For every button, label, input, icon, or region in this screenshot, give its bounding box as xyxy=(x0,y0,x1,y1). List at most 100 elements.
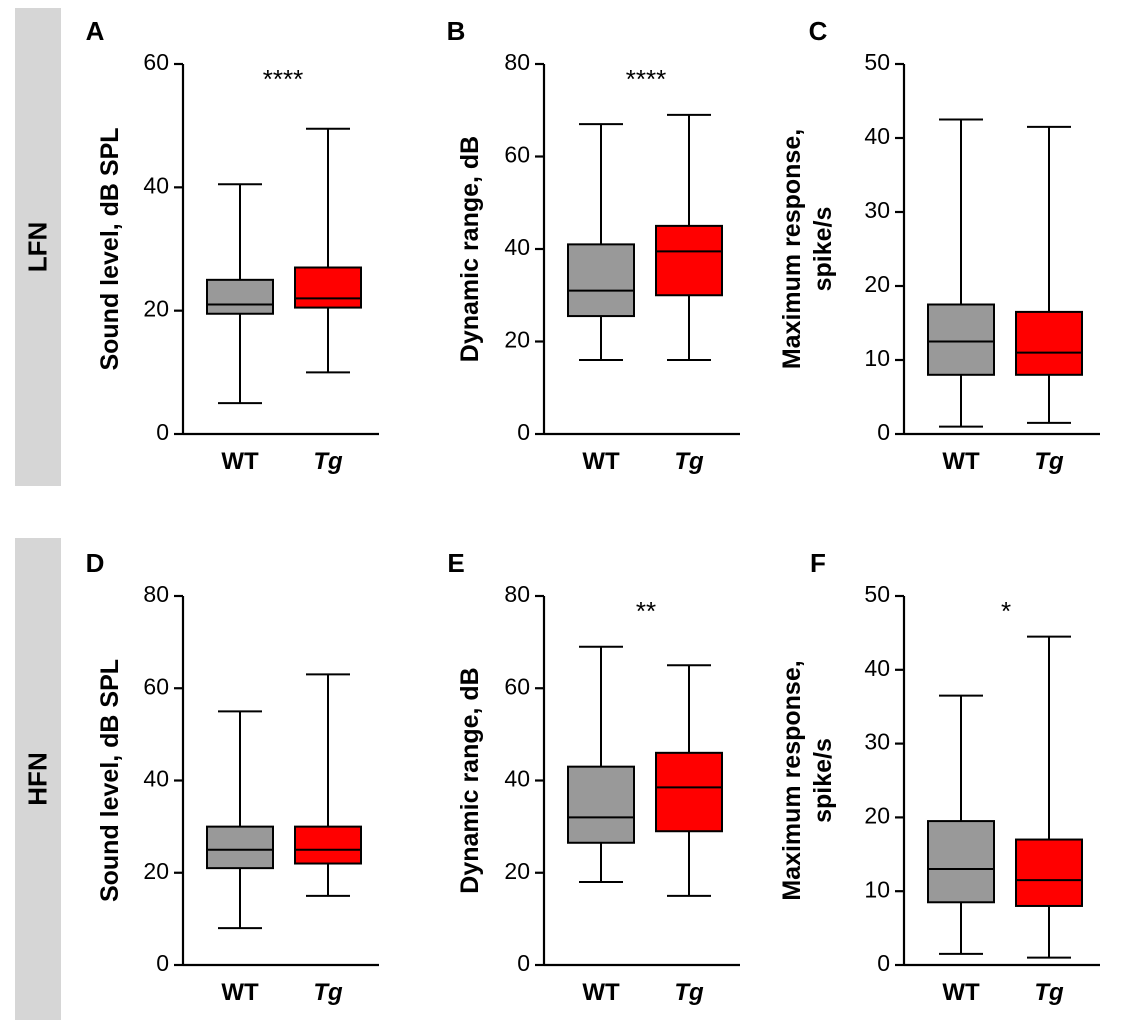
y-axis-title: Maximum response, spike/s xyxy=(778,129,837,369)
y-tick-label: 60 xyxy=(143,673,169,699)
panel-D: D 0 20 40 60 80 Sound level, dB SPL WT Tg xyxy=(86,548,379,1006)
significance-label: **** xyxy=(263,64,303,94)
x-tick-label-wt: WT xyxy=(582,448,620,475)
y-tick-label: 20 xyxy=(864,271,890,297)
y-tick-label: 40 xyxy=(143,172,169,198)
y-tick-label: 0 xyxy=(877,419,890,445)
y-tick-label: 0 xyxy=(517,419,530,445)
y-tick-label: 50 xyxy=(864,49,890,75)
x-tick-label-wt: WT xyxy=(221,979,259,1006)
y-tick-label: 0 xyxy=(156,419,169,445)
x-tick-label-tg: Tg xyxy=(1034,448,1064,475)
panel-label: D xyxy=(86,548,105,578)
panel-C: C 0 10 20 30 40 50 Maximum response, spike/s WT Tg xyxy=(778,16,1100,475)
y-axis-title: Dynamic range, dB xyxy=(456,667,484,893)
y-tick-label: 30 xyxy=(864,729,890,755)
box-iqr xyxy=(567,765,635,844)
y-tick-label: 40 xyxy=(143,766,169,792)
box-wt xyxy=(206,710,274,930)
box-iqr xyxy=(927,820,995,904)
y-tick-label: 10 xyxy=(864,345,890,371)
box-tg xyxy=(655,113,723,361)
y-tick-label: 20 xyxy=(864,802,890,828)
y-axis-title-line: Maximum response, xyxy=(778,660,806,900)
y-tick-label: 40 xyxy=(504,766,530,792)
box-iqr xyxy=(1015,310,1083,376)
y-tick-label: 10 xyxy=(864,876,890,902)
box-tg xyxy=(294,127,362,374)
box-wt xyxy=(927,694,995,955)
y-axis-title-line: spike/s xyxy=(809,207,837,292)
y-tick-label: 80 xyxy=(504,49,530,75)
box-iqr xyxy=(927,303,995,376)
panel-label: A xyxy=(86,16,105,46)
x-tick-label-wt: WT xyxy=(942,448,980,475)
y-tick-label: 0 xyxy=(877,950,890,976)
y-tick-label: 0 xyxy=(156,950,169,976)
y-tick-label: 40 xyxy=(504,234,530,260)
x-tick-label-tg: Tg xyxy=(674,979,704,1006)
box-wt xyxy=(206,183,274,405)
y-tick-label: 60 xyxy=(143,49,169,75)
y-tick-label: 40 xyxy=(864,655,890,681)
box-tg xyxy=(1015,635,1083,959)
y-tick-label: 80 xyxy=(504,581,530,607)
box-tg xyxy=(1015,125,1083,424)
box-iqr xyxy=(294,825,362,865)
y-tick-label: 80 xyxy=(143,581,169,607)
box-wt xyxy=(567,123,635,361)
box-wt xyxy=(927,118,995,428)
box-iqr xyxy=(294,266,362,309)
y-tick-label: 20 xyxy=(143,296,169,322)
box-iqr xyxy=(655,224,723,297)
row-band-hfn: HFN xyxy=(15,538,61,1020)
box-iqr xyxy=(206,825,274,870)
y-axis-title: Sound level, dB SPL xyxy=(96,127,124,370)
y-axis-title-line: spike/s xyxy=(809,738,837,823)
panel-A: A 0 20 40 60 Sound level, dB SPL WT Tg **** xyxy=(86,16,379,475)
x-tick-label-wt: WT xyxy=(582,979,620,1006)
panel-F: F 0 10 20 30 40 50 Maximum response, spike/s WT Tg… xyxy=(778,548,1100,1006)
x-tick-label-tg: Tg xyxy=(1034,979,1064,1006)
box-wt xyxy=(567,645,635,883)
x-tick-label-wt: WT xyxy=(942,979,980,1006)
y-tick-label: 0 xyxy=(517,950,530,976)
x-tick-label-tg: Tg xyxy=(313,448,343,475)
y-axis-title-line: Sound level, dB SPL xyxy=(96,659,124,902)
x-tick-label-tg: Tg xyxy=(313,979,343,1006)
y-axis-title: Sound level, dB SPL xyxy=(96,659,124,902)
box-iqr xyxy=(206,278,274,315)
panel-label: E xyxy=(447,548,464,578)
y-tick-label: 60 xyxy=(504,673,530,699)
y-tick-label: 40 xyxy=(864,123,890,149)
y-axis-title-line: Sound level, dB SPL xyxy=(96,127,124,370)
y-tick-label: 20 xyxy=(143,858,169,884)
box-tg xyxy=(655,664,723,897)
box-iqr xyxy=(1015,838,1083,907)
panel-E: E 0 20 40 60 80 Dynamic range, dB WT Tg ** xyxy=(447,548,740,1006)
significance-label: * xyxy=(1001,596,1011,626)
y-tick-label: 20 xyxy=(504,858,530,884)
y-tick-label: 50 xyxy=(864,581,890,607)
box-iqr xyxy=(567,243,635,318)
y-axis-title-line: Maximum response, xyxy=(778,129,806,369)
panel-B: B 0 20 40 60 80 Dynamic range, dB WT Tg **** xyxy=(447,16,740,475)
panel-label: F xyxy=(810,548,826,578)
panel-label: C xyxy=(809,16,828,46)
y-axis-title-line: Dynamic range, dB xyxy=(456,667,484,893)
significance-label: **** xyxy=(626,64,666,94)
x-tick-label-wt: WT xyxy=(221,448,259,475)
box-iqr xyxy=(655,751,723,833)
x-tick-label-tg: Tg xyxy=(674,448,704,475)
y-tick-label: 30 xyxy=(864,197,890,223)
y-tick-label: 20 xyxy=(504,327,530,353)
panel-label: B xyxy=(447,16,466,46)
row-band-lfn: LFN xyxy=(15,8,61,486)
y-axis-title-line: Dynamic range, dB xyxy=(456,136,484,362)
y-axis-title: Dynamic range, dB xyxy=(456,136,484,362)
y-tick-label: 60 xyxy=(504,142,530,168)
significance-label: ** xyxy=(636,596,656,626)
y-axis-title: Maximum response, spike/s xyxy=(778,660,837,900)
box-tg xyxy=(294,673,362,897)
